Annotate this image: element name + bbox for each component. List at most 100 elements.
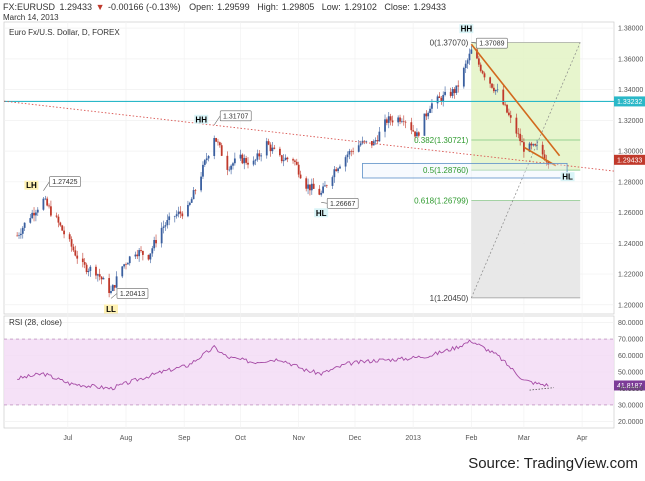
candle-body bbox=[190, 199, 193, 203]
candle-body bbox=[265, 141, 268, 156]
candle-body bbox=[483, 73, 486, 78]
candle-body bbox=[243, 158, 246, 164]
candle-body bbox=[344, 157, 347, 167]
candle-body bbox=[376, 140, 379, 142]
candle-body bbox=[267, 141, 270, 145]
candle-body bbox=[479, 64, 482, 71]
candle-body bbox=[387, 116, 390, 123]
candle-body bbox=[506, 104, 508, 113]
fib-level-label: 0(1.37070) bbox=[430, 38, 469, 47]
candle-body bbox=[147, 254, 150, 260]
candle-body bbox=[74, 250, 77, 256]
callout-pointer bbox=[321, 202, 328, 204]
candle-body bbox=[115, 276, 118, 288]
candle-body bbox=[449, 91, 452, 96]
candle-body bbox=[402, 121, 405, 123]
main-pane-frame bbox=[3, 21, 615, 315]
callout-pointer bbox=[43, 181, 50, 191]
candle-body bbox=[76, 255, 79, 259]
candle-body bbox=[177, 211, 180, 215]
candle-body bbox=[164, 225, 167, 227]
swing-label-bg bbox=[194, 114, 209, 124]
candle-body bbox=[81, 258, 84, 263]
candle-body bbox=[363, 140, 366, 142]
symbol: FX:EURUSD bbox=[3, 2, 56, 12]
candle-body bbox=[378, 131, 381, 142]
candle-body bbox=[444, 91, 446, 95]
candle-body bbox=[254, 159, 257, 161]
candle-body bbox=[404, 121, 407, 123]
candle-body bbox=[31, 212, 34, 219]
wedge-lower-line bbox=[523, 146, 557, 167]
candle-body bbox=[491, 83, 493, 88]
candle-body bbox=[436, 96, 439, 104]
candle-body bbox=[280, 155, 283, 162]
candle-body bbox=[370, 141, 373, 146]
labels: 0(1.37070) 0.382(1.30721) 0.5(1.28760) 0.61… bbox=[24, 24, 645, 314]
candle-body bbox=[305, 178, 308, 189]
fib-level-label: 0.5(1.28760) bbox=[423, 166, 469, 175]
candle-body bbox=[320, 192, 323, 195]
candle-body bbox=[399, 117, 401, 122]
candle-body bbox=[462, 68, 465, 87]
candle-body bbox=[273, 147, 276, 149]
candle-body bbox=[504, 104, 507, 106]
candle-body bbox=[384, 119, 386, 132]
candle-body bbox=[346, 154, 349, 158]
candle-body bbox=[207, 156, 210, 159]
y-tick-label: 1.22000 bbox=[618, 272, 643, 279]
candle-body bbox=[113, 285, 116, 288]
candle-body bbox=[260, 155, 263, 157]
rsi-tag-bg bbox=[614, 380, 645, 391]
candle-body bbox=[427, 112, 430, 117]
candle-body bbox=[126, 263, 129, 265]
candle-body bbox=[36, 209, 39, 213]
rsi-y-tick-label: 40.0000 bbox=[618, 386, 643, 393]
y-tick-label: 1.36000 bbox=[618, 56, 643, 63]
close-value: 1.29433 bbox=[413, 2, 446, 12]
candle-body bbox=[187, 204, 189, 217]
swing-label: HH bbox=[195, 115, 207, 124]
candle-body bbox=[125, 264, 127, 265]
x-tick-label: Oct bbox=[235, 435, 246, 442]
candle-body bbox=[523, 142, 525, 152]
swing-label-bg bbox=[24, 180, 39, 190]
candle-body bbox=[391, 120, 394, 123]
candle-body bbox=[100, 276, 103, 280]
candle-body bbox=[245, 158, 248, 163]
candle-body bbox=[365, 141, 368, 142]
candle-body bbox=[215, 138, 217, 142]
candle-body bbox=[324, 185, 326, 187]
y-tick-label: 1.30000 bbox=[618, 149, 643, 156]
candle-body bbox=[128, 256, 131, 264]
rsi-pane: 41.8187 bbox=[4, 338, 645, 406]
candle-body bbox=[181, 213, 184, 217]
candle-body bbox=[536, 144, 538, 146]
candle-body bbox=[318, 188, 321, 195]
callout-box bbox=[476, 37, 508, 49]
candle-body bbox=[218, 142, 221, 146]
candle-body bbox=[85, 264, 88, 273]
fib-zone-lower bbox=[471, 200, 581, 298]
candle-body bbox=[59, 222, 62, 226]
candle-body bbox=[70, 239, 73, 247]
candle-body bbox=[431, 103, 433, 109]
candle-body bbox=[307, 184, 309, 189]
axes: 1.38000 1.36000 1.34000 1.32000 1.30000 1.280… bbox=[63, 26, 643, 442]
candle-body bbox=[153, 240, 156, 249]
candle-body bbox=[425, 113, 428, 117]
candles bbox=[16, 43, 550, 298]
callout-text: 1.26667 bbox=[330, 201, 355, 208]
candle-body bbox=[89, 266, 92, 271]
candle-body bbox=[509, 115, 512, 118]
candle-body bbox=[299, 174, 302, 179]
candle-body bbox=[271, 147, 274, 152]
candle-body bbox=[543, 154, 546, 160]
y-tick-label: 1.34000 bbox=[618, 87, 643, 94]
candle-body bbox=[173, 216, 176, 217]
candle-body bbox=[453, 89, 456, 94]
candle-body bbox=[530, 143, 533, 146]
candle-body bbox=[410, 122, 413, 131]
rsi-title: RSI (28, close) bbox=[9, 318, 62, 327]
open-value: 1.29599 bbox=[217, 2, 250, 12]
